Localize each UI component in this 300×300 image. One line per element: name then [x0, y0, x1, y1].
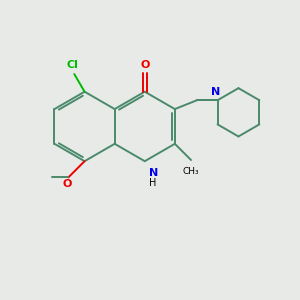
Text: N: N [149, 168, 158, 178]
Text: N: N [212, 87, 221, 97]
Text: Cl: Cl [67, 61, 79, 70]
Text: CH₃: CH₃ [183, 167, 200, 176]
Text: H: H [149, 178, 157, 188]
Text: O: O [140, 60, 149, 70]
Text: O: O [62, 179, 72, 189]
